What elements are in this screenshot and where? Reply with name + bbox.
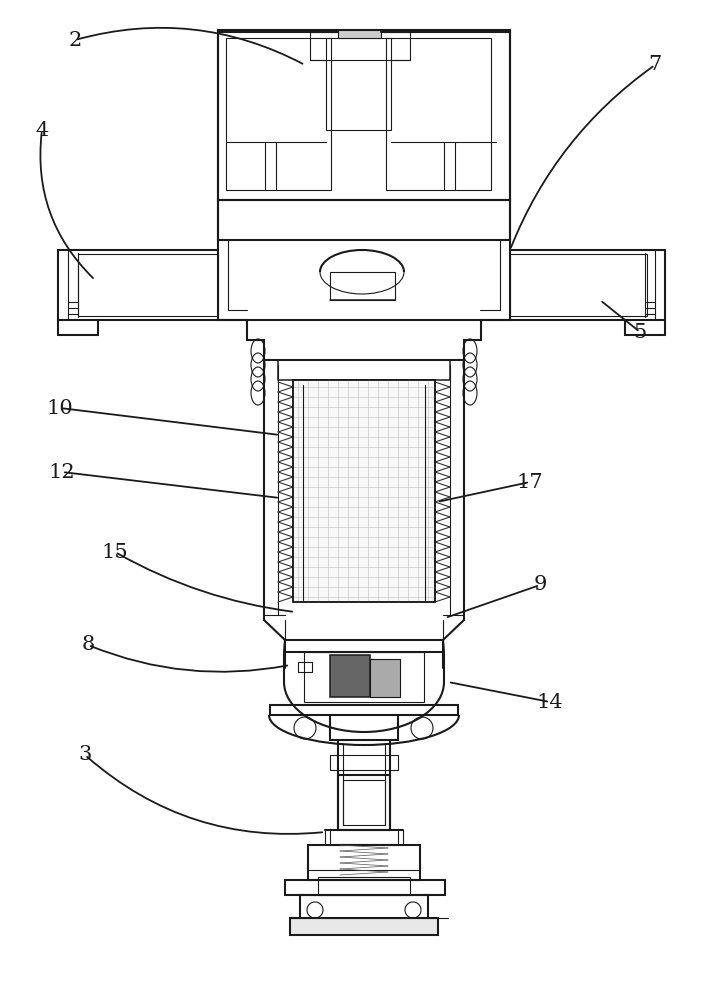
Text: 15: 15 <box>102 542 128 562</box>
Bar <box>318 877 410 895</box>
Bar <box>370 659 400 697</box>
Text: 12: 12 <box>48 462 75 482</box>
Text: 10: 10 <box>46 398 73 418</box>
Text: 17: 17 <box>517 473 543 491</box>
Bar <box>330 755 398 770</box>
Bar <box>298 662 312 672</box>
Text: 5: 5 <box>633 322 646 342</box>
Text: 3: 3 <box>78 746 92 764</box>
Bar <box>304 652 424 702</box>
Bar <box>293 380 435 602</box>
Text: 9: 9 <box>534 576 547 594</box>
Bar <box>330 655 370 697</box>
Bar <box>326 38 391 130</box>
Bar <box>310 32 410 60</box>
Bar <box>278 360 450 380</box>
Bar <box>510 254 647 316</box>
Bar <box>338 775 390 830</box>
Text: 4: 4 <box>35 120 48 139</box>
Bar <box>78 254 218 316</box>
Bar <box>218 200 510 320</box>
Text: 7: 7 <box>649 55 662 75</box>
Bar <box>386 38 491 190</box>
Bar <box>300 895 428 920</box>
Text: 2: 2 <box>69 30 82 49</box>
Text: 8: 8 <box>82 636 95 654</box>
Bar <box>290 918 438 935</box>
Bar <box>338 30 381 38</box>
Bar <box>308 845 420 880</box>
Bar <box>226 38 331 190</box>
Bar <box>343 780 385 825</box>
Bar <box>218 30 510 200</box>
Text: 14: 14 <box>536 692 563 712</box>
Bar <box>330 272 395 300</box>
